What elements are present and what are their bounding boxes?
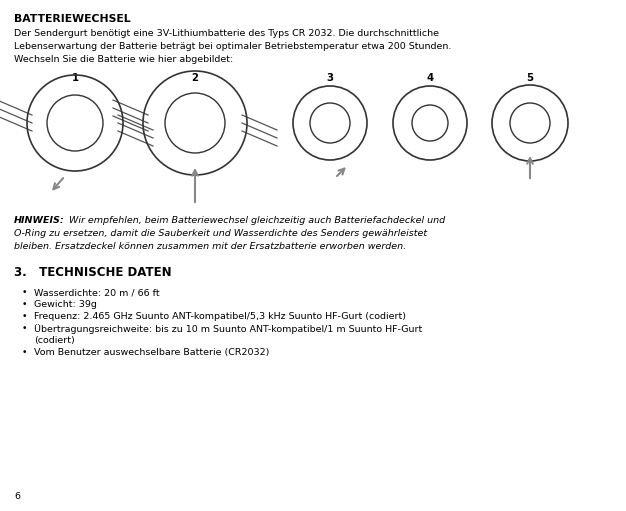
Text: bleiben. Ersatzdeckel können zusammen mit der Ersatzbatterie erworben werden.: bleiben. Ersatzdeckel können zusammen mi… [14,242,406,251]
Text: 1: 1 [71,73,78,83]
Text: 5: 5 [526,73,533,83]
Text: BATTERIEWECHSEL: BATTERIEWECHSEL [14,14,131,24]
Text: 4: 4 [426,73,434,83]
Text: •: • [22,312,28,321]
Text: Wir empfehlen, beim Batteriewechsel gleichzeitig auch Batteriefachdeckel und: Wir empfehlen, beim Batteriewechsel glei… [66,216,445,225]
Text: Vom Benutzer auswechselbare Batterie (CR2032): Vom Benutzer auswechselbare Batterie (CR… [34,348,269,357]
Text: Lebenserwartung der Batterie beträgt bei optimaler Betriebstemperatur etwa 200 S: Lebenserwartung der Batterie beträgt bei… [14,42,451,51]
Text: Der Sendergurt benötigt eine 3V-Lithiumbatterie des Typs CR 2032. Die durchschni: Der Sendergurt benötigt eine 3V-Lithiumb… [14,29,439,38]
Text: (codiert): (codiert) [34,336,74,345]
Text: 2: 2 [192,73,198,83]
Text: Wechseln Sie die Batterie wie hier abgebildet:: Wechseln Sie die Batterie wie hier abgeb… [14,55,233,64]
Text: 3: 3 [327,73,334,83]
Text: •: • [22,288,28,297]
Text: Übertragungsreichweite: bis zu 10 m Suunto ANT-kompatibel/1 m Suunto HF-Gurt: Übertragungsreichweite: bis zu 10 m Suun… [34,324,423,334]
Text: •: • [22,348,28,357]
Text: Wasserdichte: 20 m / 66 ft: Wasserdichte: 20 m / 66 ft [34,288,160,297]
Text: •: • [22,324,28,333]
Text: 3.   TECHNISCHE DATEN: 3. TECHNISCHE DATEN [14,266,172,279]
Text: 6: 6 [14,492,20,501]
Text: Frequenz: 2.465 GHz Suunto ANT-kompatibel/5,3 kHz Suunto HF-Gurt (codiert): Frequenz: 2.465 GHz Suunto ANT-kompatibe… [34,312,406,321]
Text: O-Ring zu ersetzen, damit die Sauberkeit und Wasserdichte des Senders gewährleis: O-Ring zu ersetzen, damit die Sauberkeit… [14,229,427,238]
Text: HINWEIS:: HINWEIS: [14,216,64,225]
Text: •: • [22,300,28,309]
Text: Gewicht: 39g: Gewicht: 39g [34,300,97,309]
